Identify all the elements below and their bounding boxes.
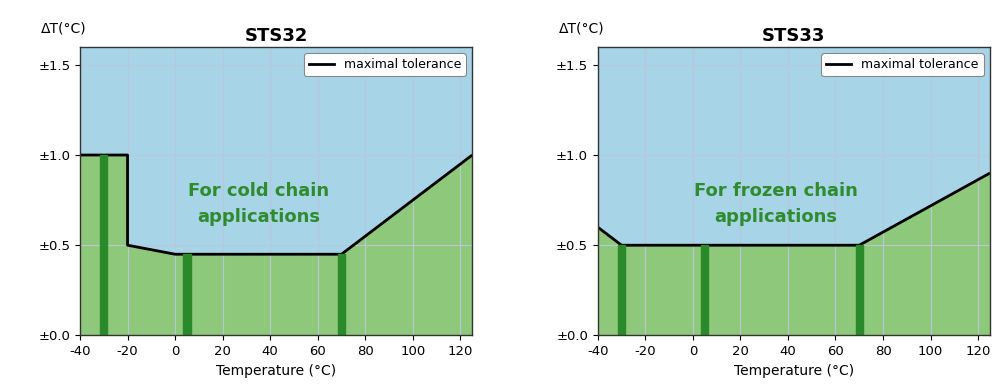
Polygon shape <box>183 254 191 335</box>
Polygon shape <box>618 245 625 335</box>
Polygon shape <box>100 155 107 335</box>
Text: ΔT(°C): ΔT(°C) <box>41 21 86 35</box>
Text: ΔT(°C): ΔT(°C) <box>559 21 604 35</box>
Polygon shape <box>598 47 990 245</box>
X-axis label: Temperature (°C): Temperature (°C) <box>216 364 336 378</box>
Text: For cold chain
applications: For cold chain applications <box>188 181 329 226</box>
Polygon shape <box>856 245 863 335</box>
Polygon shape <box>701 245 708 335</box>
Polygon shape <box>338 254 345 335</box>
Polygon shape <box>80 47 472 254</box>
Polygon shape <box>80 155 472 335</box>
Text: For frozen chain
applications: For frozen chain applications <box>694 181 858 226</box>
Title: STS33: STS33 <box>762 27 826 45</box>
X-axis label: Temperature (°C): Temperature (°C) <box>734 364 854 378</box>
Legend: maximal tolerance: maximal tolerance <box>821 53 984 76</box>
Legend: maximal tolerance: maximal tolerance <box>304 53 466 76</box>
Polygon shape <box>598 173 990 335</box>
Title: STS32: STS32 <box>244 27 308 45</box>
